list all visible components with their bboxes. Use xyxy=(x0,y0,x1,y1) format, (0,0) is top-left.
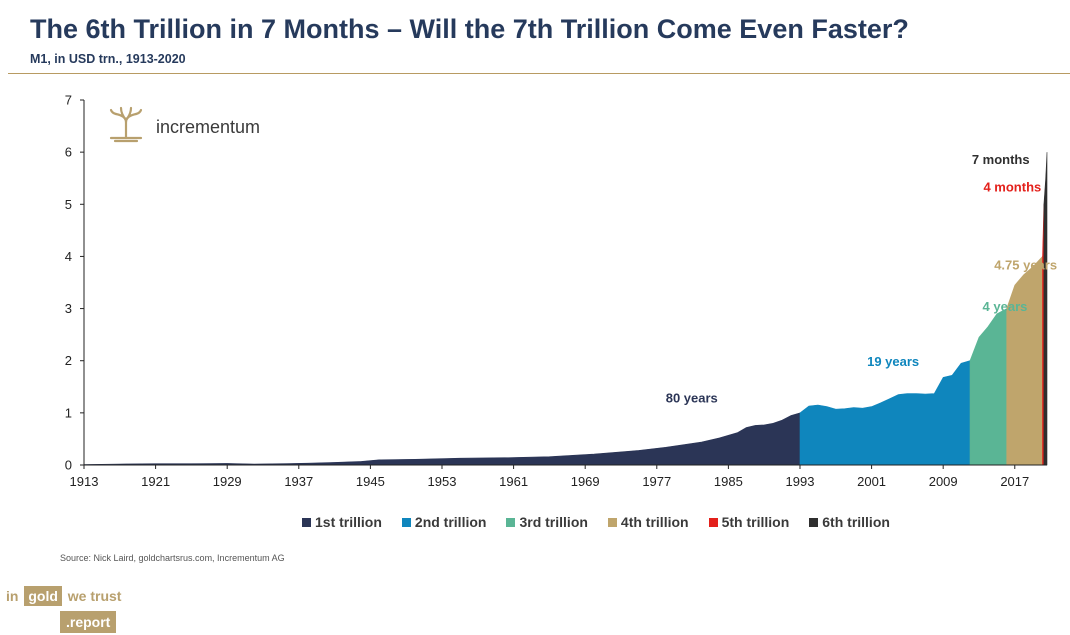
tree-icon xyxy=(109,106,143,143)
series-area-2 xyxy=(799,360,971,466)
incrementum-wordmark: incrementum xyxy=(156,117,260,137)
legend-item-3: 3rd trillion xyxy=(506,514,588,530)
x-tick-label: 1921 xyxy=(141,474,170,489)
in-gold-we-trust-logo: in gold we trust .report xyxy=(6,586,121,633)
legend-swatch xyxy=(401,517,411,527)
footer-word-gold: gold xyxy=(24,586,62,606)
m1-area-chart: incrementum 0 1 2 3 4 5 6 7 1913 1921 1929 1937 1945… xyxy=(65,93,1057,490)
y-tick-label: 3 xyxy=(65,301,72,316)
legend-label: 3rd trillion xyxy=(519,514,588,530)
x-tick-label: 1977 xyxy=(642,474,671,489)
x-tick-label: 1945 xyxy=(356,474,385,489)
annotation-label: 4 months xyxy=(983,179,1041,194)
footer-word-report: .report xyxy=(60,611,117,633)
legend-label: 5th trillion xyxy=(721,514,790,530)
series-area-1 xyxy=(83,412,801,466)
legend-item-6: 6th trillion xyxy=(809,514,890,530)
annotation-label: 4.75 years xyxy=(994,257,1057,272)
chart-subtitle: M1, in USD trn., 1913-2020 xyxy=(30,52,186,66)
legend-item-2: 2nd trillion xyxy=(401,514,487,530)
footer-word-in: in xyxy=(6,588,19,604)
series-area-6 xyxy=(1043,152,1048,466)
x-tick-label: 1953 xyxy=(428,474,457,489)
legend-label: 6th trillion xyxy=(822,514,890,530)
x-tick-label: 2009 xyxy=(929,474,958,489)
legend-swatch xyxy=(809,517,819,527)
legend: 1st trillion 2nd trillion 3rd trillion 4th … xyxy=(302,514,910,530)
x-tick-label: 2017 xyxy=(1000,474,1029,489)
y-tick-label: 5 xyxy=(65,197,72,212)
annotation-label: 4 years xyxy=(983,299,1028,314)
source-note: Source: Nick Laird, goldchartsrus.com, I… xyxy=(60,553,285,563)
annotation-label: 80 years xyxy=(666,390,718,405)
annotation-label: 7 months xyxy=(972,152,1030,167)
y-tick-label: 7 xyxy=(65,93,72,108)
incrementum-logo: incrementum xyxy=(109,106,260,143)
axes-group: 0 1 2 3 4 5 6 7 1913 1921 1929 1937 1945 1953 1961 1969… xyxy=(65,93,1047,489)
legend-swatch xyxy=(607,517,617,527)
legend-label: 4th trillion xyxy=(620,514,689,530)
x-tick-label: 1961 xyxy=(499,474,528,489)
x-tick-label: 1985 xyxy=(714,474,743,489)
y-tick-label: 4 xyxy=(65,249,72,264)
x-tick-label: 1929 xyxy=(213,474,242,489)
series-area-4 xyxy=(1006,255,1043,466)
legend-swatch xyxy=(506,517,516,527)
footer-word-we-trust: we trust xyxy=(67,588,122,604)
legend-swatch xyxy=(302,517,311,527)
x-tick-label: 1913 xyxy=(70,474,99,489)
x-tick-label: 1969 xyxy=(571,474,600,489)
annotation-label: 19 years xyxy=(867,354,919,369)
y-tick-label: 2 xyxy=(65,353,72,368)
x-tick-label: 1937 xyxy=(284,474,313,489)
y-tick-label: 0 xyxy=(65,458,72,473)
legend-label: 1st trillion xyxy=(315,514,382,530)
x-tick-label: 1993 xyxy=(786,474,815,489)
chart-title: The 6th Trillion in 7 Months – Will the … xyxy=(30,14,909,44)
area-series-group xyxy=(83,152,1048,466)
y-tick-label: 1 xyxy=(65,405,72,420)
legend-swatch xyxy=(708,517,718,527)
series-area-3 xyxy=(969,308,1007,466)
legend-item-1: 1st trillion xyxy=(302,514,382,530)
title-divider xyxy=(8,73,1070,74)
x-tick-label: 2001 xyxy=(857,474,886,489)
legend-item-4: 4th trillion xyxy=(607,514,689,530)
legend-label: 2nd trillion xyxy=(414,514,487,530)
legend-item-5: 5th trillion xyxy=(708,514,790,530)
annotations-group: 80 years 19 years 4 years 4.75 years 4 month… xyxy=(666,152,1057,405)
y-tick-label: 6 xyxy=(65,145,72,160)
